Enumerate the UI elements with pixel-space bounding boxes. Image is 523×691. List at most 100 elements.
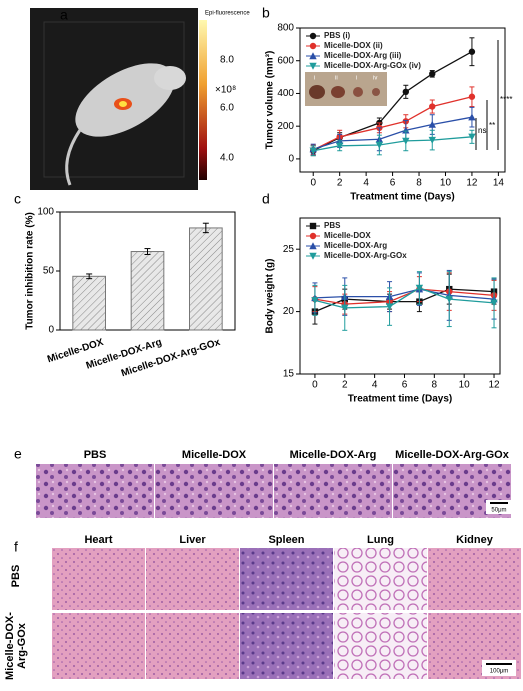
x-tick-label: 4 <box>363 178 369 189</box>
series-line <box>314 287 495 309</box>
legend-label: Micelle-DOX-Arg <box>324 241 387 250</box>
y-tick-label: 0 <box>288 154 294 165</box>
colorbar <box>199 20 207 180</box>
scale-bar-label: 50μm <box>491 508 506 514</box>
bar <box>189 227 223 331</box>
series-line <box>312 96 473 151</box>
inset-label: ii <box>335 76 338 82</box>
row-label: PBS <box>10 564 22 588</box>
colorbar-tick: 8.0 <box>220 55 234 66</box>
legend-marker <box>309 242 317 250</box>
marker <box>429 103 436 110</box>
marker <box>335 142 344 150</box>
legend-marker <box>309 42 317 50</box>
panel-label: f <box>14 539 18 555</box>
tumor <box>372 88 380 96</box>
panel-label: b <box>262 5 270 21</box>
colorbar-tick: 4.0 <box>220 153 234 164</box>
y-tick-label: 800 <box>277 23 294 34</box>
legend-label: Micelle-DOX-Arg (iii) <box>324 51 402 60</box>
marker <box>311 297 319 305</box>
x-tick-label: 6 <box>390 178 396 189</box>
marker <box>468 133 476 141</box>
series-line <box>313 116 473 150</box>
marker <box>428 136 436 144</box>
marker <box>468 113 476 121</box>
column-title: Liver <box>179 534 206 546</box>
column-title: Kidney <box>456 534 494 546</box>
y-axis-label: Tumor inhibition rate (%) <box>25 212 36 330</box>
scale-bar-label: 100μm <box>490 669 508 675</box>
marker <box>468 48 476 55</box>
colorbar-tick: 6.0 <box>220 103 234 114</box>
series-line <box>314 288 495 313</box>
histology-image <box>36 464 154 518</box>
histology-image <box>155 464 273 518</box>
histology-image <box>334 613 427 679</box>
y-tick-label: 200 <box>277 121 294 132</box>
marker <box>341 304 349 312</box>
x-tick-label: 0 <box>310 178 316 189</box>
significance: **** <box>500 95 512 104</box>
x-axis-label: Treatment time (Days) <box>348 394 452 405</box>
y-tick-label: 25 <box>283 244 295 255</box>
marker <box>490 299 498 307</box>
column-title: Micelle-DOX <box>182 449 247 461</box>
histology-image <box>240 548 333 610</box>
column-title: Micelle-DOX-Arg-GOx <box>395 449 510 461</box>
colorbar-unit: ×10⁸ <box>215 85 236 96</box>
significance: ** <box>489 121 495 130</box>
marker <box>415 284 424 292</box>
histology-image <box>146 613 239 679</box>
y-tick-label: 100 <box>37 207 54 218</box>
bar <box>130 251 165 331</box>
histology-image <box>240 613 333 679</box>
marker <box>429 70 436 78</box>
x-tick-label: Micelle-DOX-Arg-GOx <box>120 337 222 380</box>
x-tick-label: 2 <box>337 178 343 189</box>
inset-label: iv <box>373 76 377 82</box>
x-tick-label: 4 <box>372 380 378 391</box>
panel-label: a <box>60 7 68 23</box>
x-tick-label: 6 <box>402 380 408 391</box>
x-axis-label: Treatment time (Days) <box>350 192 454 203</box>
y-tick-label: 15 <box>283 369 295 380</box>
x-tick-label: 2 <box>342 380 348 391</box>
marker <box>445 295 453 303</box>
legend-label: Micelle-DOX <box>324 231 371 240</box>
x-tick-label: 8 <box>432 380 438 391</box>
colorbar-title: Epi-fluorescence <box>205 11 250 17</box>
legend-label: Micelle-DOX-Arg-GOx <box>324 251 407 260</box>
legend-marker <box>309 232 317 240</box>
histology-image <box>334 548 427 610</box>
tumor-signal-core <box>119 101 127 107</box>
marker <box>468 93 476 100</box>
plot-frame <box>299 217 501 375</box>
legend-marker <box>309 32 317 40</box>
series-line <box>314 288 495 300</box>
y-tick-label: 600 <box>277 55 294 66</box>
legend-marker <box>309 52 317 60</box>
marker <box>385 303 394 311</box>
histology-image <box>146 548 239 610</box>
y-tick-label: 50 <box>43 266 55 277</box>
marker <box>309 147 317 155</box>
x-tick-label: 12 <box>466 178 478 189</box>
series-line <box>313 136 472 152</box>
x-tick-label: 8 <box>416 178 422 189</box>
y-tick-label: 0 <box>48 325 54 336</box>
marker <box>375 141 384 149</box>
legend-label: PBS <box>324 221 341 230</box>
x-tick-label: 0 <box>312 380 318 391</box>
panel-label: e <box>14 446 22 462</box>
bar <box>72 275 107 331</box>
inset-label: i <box>356 76 357 82</box>
y-axis-label: Body weight (g) <box>265 259 276 334</box>
legend-marker <box>309 62 317 70</box>
series-line <box>312 51 473 152</box>
row-label: Micelle-DOX-Arg-GOx <box>4 612 28 680</box>
mouse-tail <box>65 129 82 186</box>
histology-image <box>52 613 145 679</box>
x-tick-label: 10 <box>440 178 452 189</box>
